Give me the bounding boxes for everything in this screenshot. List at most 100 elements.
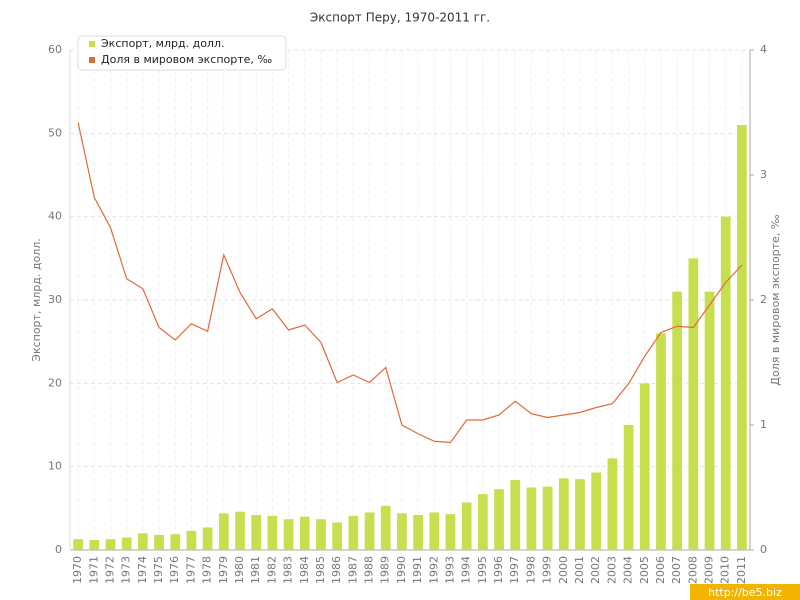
y2-tick-label: 2 [760,293,767,306]
y2-tick-label: 3 [760,168,767,181]
x-tick-label: 2005 [638,556,651,584]
bar [89,540,100,550]
bar [688,258,699,550]
bar [332,522,342,550]
x-tick-label: 1970 [71,556,84,584]
x-tick-label: 1991 [411,556,424,584]
x-tick-label: 1998 [524,556,537,584]
x-tick-label: 1981 [249,556,262,584]
y2-axis-title: Доля в мировом экспорте, ‰ [769,214,782,385]
bar [704,291,715,550]
x-tick-label: 1995 [476,556,489,584]
x-tick-label: 1973 [120,556,133,584]
bar [720,216,731,550]
x-tick-label: 1971 [87,556,100,584]
x-tick-label: 1992 [427,556,440,584]
bar [218,513,229,550]
bar [397,513,407,550]
x-tick-label: 1997 [508,556,521,584]
x-tick-label: 1987 [346,556,359,584]
y-tick-label: 20 [48,376,62,389]
x-tick-label: 2010 [719,556,732,584]
x-tick-label: 1978 [201,556,214,584]
bar [186,530,197,550]
bar [202,527,213,550]
x-tick-label: 2003 [605,556,618,584]
bar [737,125,747,550]
y-tick-label: 0 [55,543,62,556]
bar [429,512,440,550]
x-tick-label: 2004 [622,556,635,584]
x-tick-label: 1990 [395,556,408,584]
bar [672,291,682,550]
bar [316,519,326,550]
watermark-bg [690,584,800,600]
y-axis-title: Экспорт, млрд. долл. [30,238,43,361]
bar [575,479,585,550]
bar [235,511,245,550]
watermark: http://be5.biz [708,586,782,599]
bar [558,478,569,550]
bar [461,502,472,550]
y-tick-label: 40 [48,210,62,223]
x-tick-label: 1979 [217,556,230,584]
x-tick-label: 1974 [136,556,149,584]
y2-tick-label: 0 [760,543,767,556]
bar [526,487,537,550]
bar [251,515,262,550]
x-tick-label: 1985 [314,556,327,584]
bar [656,333,666,550]
chart-title: Экспорт Перу, 1970-2011 гг. [310,11,490,25]
x-tick-label: 2000 [557,556,570,584]
x-tick-label: 1984 [298,556,311,584]
legend: Экспорт, млрд. долл. Доля в мировом экспо… [77,35,287,71]
y-tick-label: 10 [48,460,62,473]
x-tick-label: 1975 [152,556,165,584]
x-tick-label: 1996 [492,556,505,584]
x-tick-label: 1989 [379,556,392,584]
bar [639,383,650,550]
bar [154,535,164,550]
legend-label: Экспорт, млрд. долл. [101,37,224,50]
bar [510,480,521,550]
x-tick-label: 1983 [282,556,295,584]
bar [494,489,504,550]
x-tick-label: 1977 [184,556,197,584]
x-tick-label: 2007 [670,556,683,584]
bar [607,458,618,550]
bar [138,533,148,550]
legend-box [77,35,287,71]
x-tick-label: 1980 [233,556,246,584]
bar [591,472,602,550]
x-tick-label: 1994 [460,556,473,584]
bar [445,514,456,550]
bar [380,505,391,550]
legend-swatch [89,57,95,63]
bar [283,519,294,550]
x-tick-label: 1999 [541,556,554,584]
bar [623,425,634,550]
line [77,122,743,444]
x-tick-label: 1976 [168,556,181,584]
x-tick-label: 2009 [703,556,716,584]
bar [170,534,181,550]
y-tick-label: 60 [48,43,62,56]
x-tick-label: 1993 [443,556,456,584]
x-tick-label: 1986 [330,556,343,584]
y2-tick-label: 1 [760,418,767,431]
y-tick-label: 50 [48,126,62,139]
bar [105,539,116,550]
bar [542,486,553,550]
x-tick-label: 1972 [103,556,116,584]
bar [267,515,278,550]
x-tick-label: 2002 [589,556,602,584]
x-tick-label: 2006 [654,556,667,584]
x-tick-label: 2008 [686,556,699,584]
legend-swatch [89,41,95,47]
y-tick-label: 30 [48,293,62,306]
x-tick-label: 2011 [735,556,748,584]
x-tick-label: 1982 [265,556,278,584]
x-tick-label: 2001 [573,556,586,584]
bar [121,537,132,550]
